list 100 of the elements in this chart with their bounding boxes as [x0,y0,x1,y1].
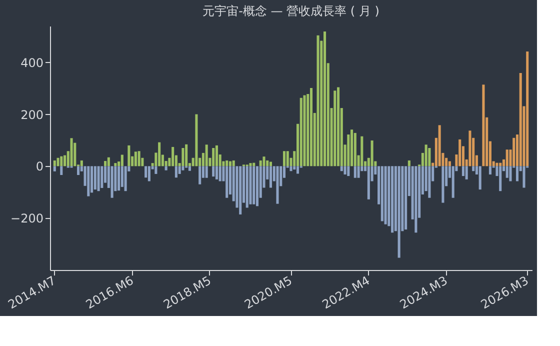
bar [526,51,529,166]
bar [215,166,218,180]
bar [205,166,208,178]
bar [228,161,232,166]
bar [262,156,266,166]
bar [360,136,364,166]
bar [414,166,418,233]
bar [465,166,468,180]
bar [198,166,202,184]
bar [512,138,516,166]
bar [316,35,320,166]
bar [114,163,117,166]
bar [60,156,63,166]
bar [239,166,242,214]
bar [100,166,104,188]
bar [286,151,289,166]
bar [212,148,215,166]
bar [478,166,482,190]
bar [70,138,73,166]
bar [340,166,343,172]
bar [310,88,313,166]
bar [509,166,512,182]
bar [337,87,340,166]
bar [398,166,400,258]
bar [290,166,292,172]
bar [458,139,462,166]
bar [438,125,441,166]
bar [246,166,248,208]
bar [178,166,181,174]
bar [118,166,120,191]
bar [506,150,508,166]
bar [174,166,178,178]
bar [347,166,350,176]
bar [138,151,140,166]
bar [462,166,464,176]
bar [226,166,228,198]
bar [80,160,83,166]
bar [53,166,56,172]
y-tick-label: 400 [20,56,44,70]
bar [195,114,198,166]
bar [218,166,222,182]
bar [205,144,208,166]
bar [269,166,272,188]
bar [384,166,387,224]
bar [256,166,258,206]
bar [293,166,296,170]
bar [522,166,526,188]
bar [357,166,360,178]
bar [303,95,306,166]
bar [94,166,96,190]
bar [60,166,63,175]
bar [107,157,110,166]
bar [391,166,394,233]
bar [516,166,518,182]
bar [282,151,286,166]
bar [259,160,262,166]
bar [212,166,215,177]
bar [97,166,100,192]
bar [506,166,508,178]
bar [249,166,252,204]
bar [77,166,80,175]
bar [56,158,60,166]
bar [424,144,428,166]
bar [452,166,454,198]
bar [468,130,472,166]
bar [354,132,356,166]
bar [232,160,235,166]
bar [134,152,137,166]
bar [110,166,114,198]
bar [404,166,408,230]
bar [120,154,124,166]
bar [448,161,451,166]
bar [296,166,300,174]
bar [354,166,356,178]
bar [120,166,124,187]
bar [64,155,66,166]
bar [442,166,444,203]
bar [252,166,256,204]
bar [428,148,431,166]
bar [519,72,522,166]
bar [499,166,502,192]
bar [124,166,127,192]
bar [344,166,346,174]
bar [370,140,374,166]
y-tick-label: −200 [10,212,44,226]
bar [164,166,168,170]
bar [367,166,370,200]
bar [87,166,90,196]
chart-title: 元宇宙-概念 — 營收成長率 ( 月 ) [202,4,380,18]
bar [408,160,410,166]
bar [90,166,94,193]
bar [144,166,148,178]
bar [188,166,191,171]
bar [148,166,150,182]
bar [350,130,354,166]
bar [182,148,184,166]
bar [182,166,184,170]
bar [276,166,279,204]
bar [215,145,218,166]
bar [185,144,188,166]
